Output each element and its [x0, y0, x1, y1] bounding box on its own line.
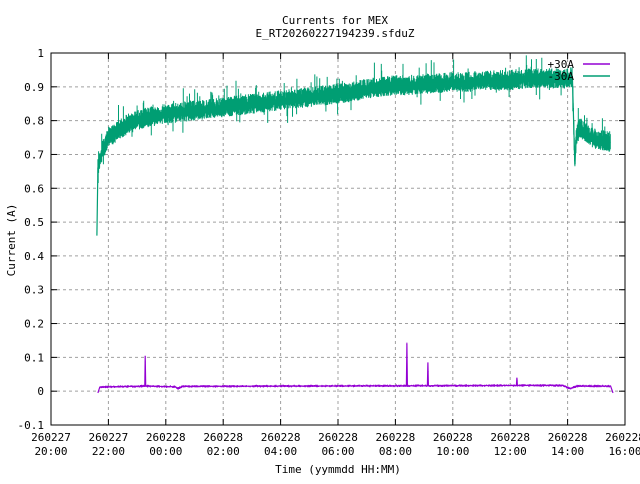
y-tick-label: 0.6 — [24, 182, 44, 195]
y-tick-label: 0.3 — [24, 284, 44, 297]
x-tick-label-date: 260228 — [318, 431, 358, 444]
ticks: -0.100.10.20.30.40.50.60.70.80.912602272… — [18, 47, 640, 458]
x-tick-label-time: 04:00 — [264, 445, 297, 458]
chart-subtitle: E_RT20260227194239.sfduZ — [256, 27, 415, 40]
y-tick-label: 0 — [37, 385, 44, 398]
x-tick-label-date: 260228 — [548, 431, 588, 444]
x-tick-label-time: 00:00 — [149, 445, 182, 458]
series-noise-1 — [98, 55, 610, 183]
x-tick-label-date: 260228 — [376, 431, 416, 444]
x-tick-label-time: 12:00 — [494, 445, 527, 458]
y-tick-label: 0.8 — [24, 115, 44, 128]
x-tick-label-time: 02:00 — [207, 445, 240, 458]
x-tick-label-date: 260228 — [203, 431, 243, 444]
y-tick-label: 0.7 — [24, 148, 44, 161]
x-tick-label-date: 260228 — [261, 431, 301, 444]
x-tick-label-date: 260228 — [433, 431, 473, 444]
y-tick-label: 0.9 — [24, 81, 44, 94]
x-tick-label-time: 14:00 — [551, 445, 584, 458]
x-tick-label-date: 260228 — [605, 431, 640, 444]
y-tick-label: 0.1 — [24, 351, 44, 364]
y-tick-label: 0.5 — [24, 216, 44, 229]
y-tick-label: 0.2 — [24, 318, 44, 331]
x-tick-label-date: 260227 — [89, 431, 129, 444]
legend-label-1: -30A — [548, 70, 575, 83]
x-tick-label-time: 06:00 — [321, 445, 354, 458]
x-tick-label-time: 20:00 — [34, 445, 67, 458]
x-tick-label-time: 22:00 — [92, 445, 125, 458]
legend: +30A -30A — [548, 58, 611, 83]
series-line-0 — [98, 344, 613, 393]
x-tick-label-date: 260227 — [31, 431, 71, 444]
series-group — [97, 55, 613, 393]
series-line-1 — [97, 77, 611, 236]
x-tick-label-time: 10:00 — [436, 445, 469, 458]
chart-title: Currents for MEX — [282, 14, 388, 27]
x-tick-label-time: 16:00 — [608, 445, 640, 458]
x-axis-label: Time (yymmdd HH:MM) — [275, 463, 401, 476]
x-tick-label-time: 08:00 — [379, 445, 412, 458]
y-tick-label: 0.4 — [24, 250, 44, 263]
y-axis-label: Current (A) — [5, 204, 18, 277]
series-noise-0 — [100, 343, 610, 390]
x-tick-label-date: 260228 — [490, 431, 530, 444]
x-tick-label-date: 260228 — [146, 431, 186, 444]
y-tick-label: 1 — [37, 47, 44, 60]
